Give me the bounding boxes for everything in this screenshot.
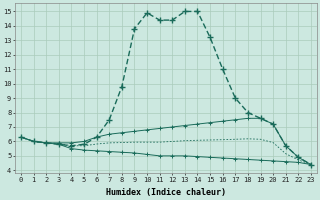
X-axis label: Humidex (Indice chaleur): Humidex (Indice chaleur) xyxy=(106,188,226,197)
